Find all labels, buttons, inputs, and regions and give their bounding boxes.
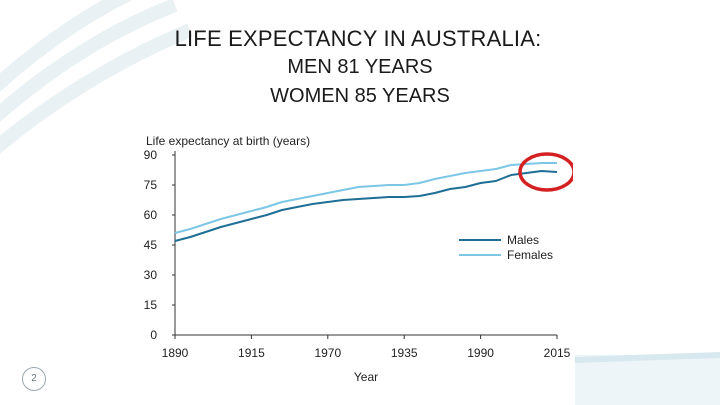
chart-title: Life expectancy at birth (years) — [146, 134, 310, 148]
series-line-females — [174, 162, 557, 234]
series-lines — [174, 162, 558, 242]
legend-label-females: Females — [507, 248, 553, 262]
x-tick-label: 2015 — [544, 346, 571, 360]
highlight-circle — [518, 152, 573, 192]
y-tick-label: 0 — [150, 328, 157, 342]
series-line-males — [174, 170, 558, 242]
x-tick-label: 1915 — [238, 346, 265, 360]
y-tick-label: 30 — [144, 268, 158, 282]
slide-number: 2 — [22, 367, 46, 391]
x-tick-label: 1970 — [314, 346, 341, 360]
y-tick-label: 90 — [144, 148, 158, 162]
slide-subtitle-women: WOMEN 85 YEARS — [270, 85, 450, 107]
y-axis: 0 15 30 45 60 75 90 — [144, 148, 176, 342]
life-expectancy-chart: Life expectancy at birth (years) 0 15 30 45… — [144, 134, 573, 384]
y-tick-label: 45 — [144, 238, 158, 252]
x-tick-label: 1935 — [391, 346, 418, 360]
y-tick-label: 60 — [144, 208, 158, 222]
legend-label-males: Males — [507, 233, 539, 247]
x-axis: 1890 1915 1970 1935 1990 2015 — [162, 334, 571, 360]
slide-title: LIFE EXPECTANCY IN AUSTRALIA: — [174, 26, 542, 51]
y-tick-label: 75 — [144, 178, 158, 192]
chart-panel: Life expectancy at birth (years) 0 15 30 45… — [143, 128, 573, 385]
y-tick-label: 15 — [144, 298, 158, 312]
x-tick-label: 1890 — [162, 346, 189, 360]
x-tick-label: 1990 — [467, 346, 494, 360]
x-axis-label: Year — [354, 370, 378, 384]
slide-subtitle-men: MEN 81 YEARS — [287, 56, 433, 78]
